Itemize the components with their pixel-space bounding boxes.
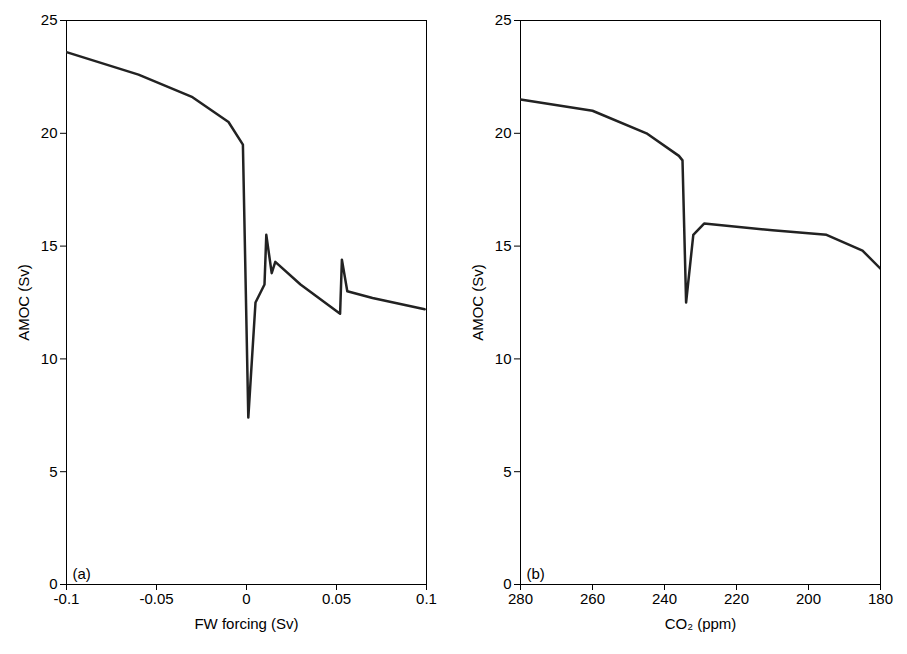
svg-text:5: 5 <box>503 463 511 480</box>
svg-text:15: 15 <box>495 237 512 254</box>
svg-text:5: 5 <box>49 463 57 480</box>
svg-text:AMOC (Sv): AMOC (Sv) <box>15 264 32 341</box>
svg-text:(b): (b) <box>527 565 545 582</box>
svg-text:280: 280 <box>508 590 533 607</box>
svg-text:FW forcing (Sv): FW forcing (Sv) <box>194 615 298 632</box>
svg-text:-0.1: -0.1 <box>54 590 80 607</box>
svg-text:240: 240 <box>652 590 677 607</box>
svg-text:10: 10 <box>41 350 58 367</box>
svg-text:0: 0 <box>503 575 512 593</box>
svg-text:180: 180 <box>868 590 893 607</box>
svg-text:20: 20 <box>41 124 58 141</box>
svg-text:-0.05: -0.05 <box>139 590 173 607</box>
svg-text:20: 20 <box>495 124 512 141</box>
svg-text:15: 15 <box>41 237 58 254</box>
svg-text:25: 25 <box>41 11 58 28</box>
svg-text:0: 0 <box>49 575 58 593</box>
svg-text:CO₂ (ppm): CO₂ (ppm) <box>665 615 737 632</box>
svg-text:25: 25 <box>495 11 512 28</box>
svg-text:200: 200 <box>796 590 821 607</box>
svg-text:220: 220 <box>724 590 749 607</box>
svg-text:0.05: 0.05 <box>322 590 351 607</box>
svg-text:0.1: 0.1 <box>416 590 437 607</box>
svg-text:(a): (a) <box>73 565 91 582</box>
svg-text:260: 260 <box>580 590 605 607</box>
svg-text:10: 10 <box>495 350 512 367</box>
svg-text:AMOC (Sv): AMOC (Sv) <box>469 264 486 341</box>
svg-text:0: 0 <box>242 590 250 607</box>
